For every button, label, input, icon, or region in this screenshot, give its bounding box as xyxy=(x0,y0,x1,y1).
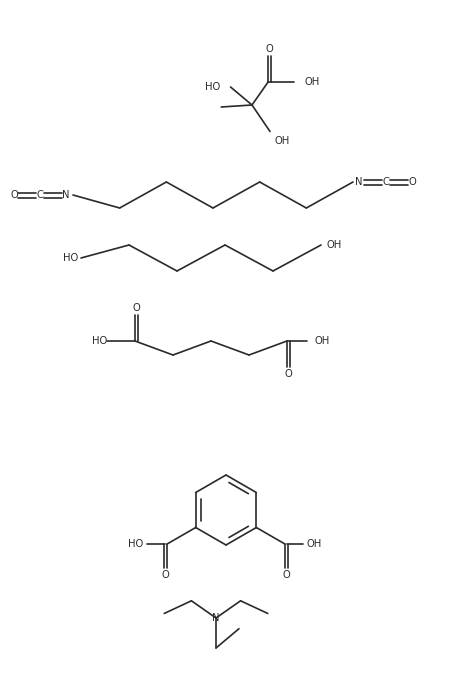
Text: O: O xyxy=(161,570,169,580)
Text: HO: HO xyxy=(128,539,143,549)
Text: C: C xyxy=(37,190,43,200)
Text: OH: OH xyxy=(304,77,318,87)
Text: O: O xyxy=(265,44,273,54)
Text: O: O xyxy=(284,369,292,379)
Text: OH: OH xyxy=(306,539,322,549)
Text: O: O xyxy=(10,190,18,200)
Text: OH: OH xyxy=(314,336,330,346)
Text: N: N xyxy=(62,190,69,200)
Text: N: N xyxy=(212,613,219,623)
Text: HO: HO xyxy=(92,336,107,346)
Text: HO: HO xyxy=(63,253,78,263)
Text: OH: OH xyxy=(274,136,290,146)
Text: C: C xyxy=(382,177,389,187)
Text: N: N xyxy=(354,177,362,187)
Text: O: O xyxy=(407,177,415,187)
Text: O: O xyxy=(282,570,290,580)
Text: HO: HO xyxy=(205,82,220,92)
Text: OH: OH xyxy=(326,240,341,250)
Text: O: O xyxy=(132,303,140,313)
